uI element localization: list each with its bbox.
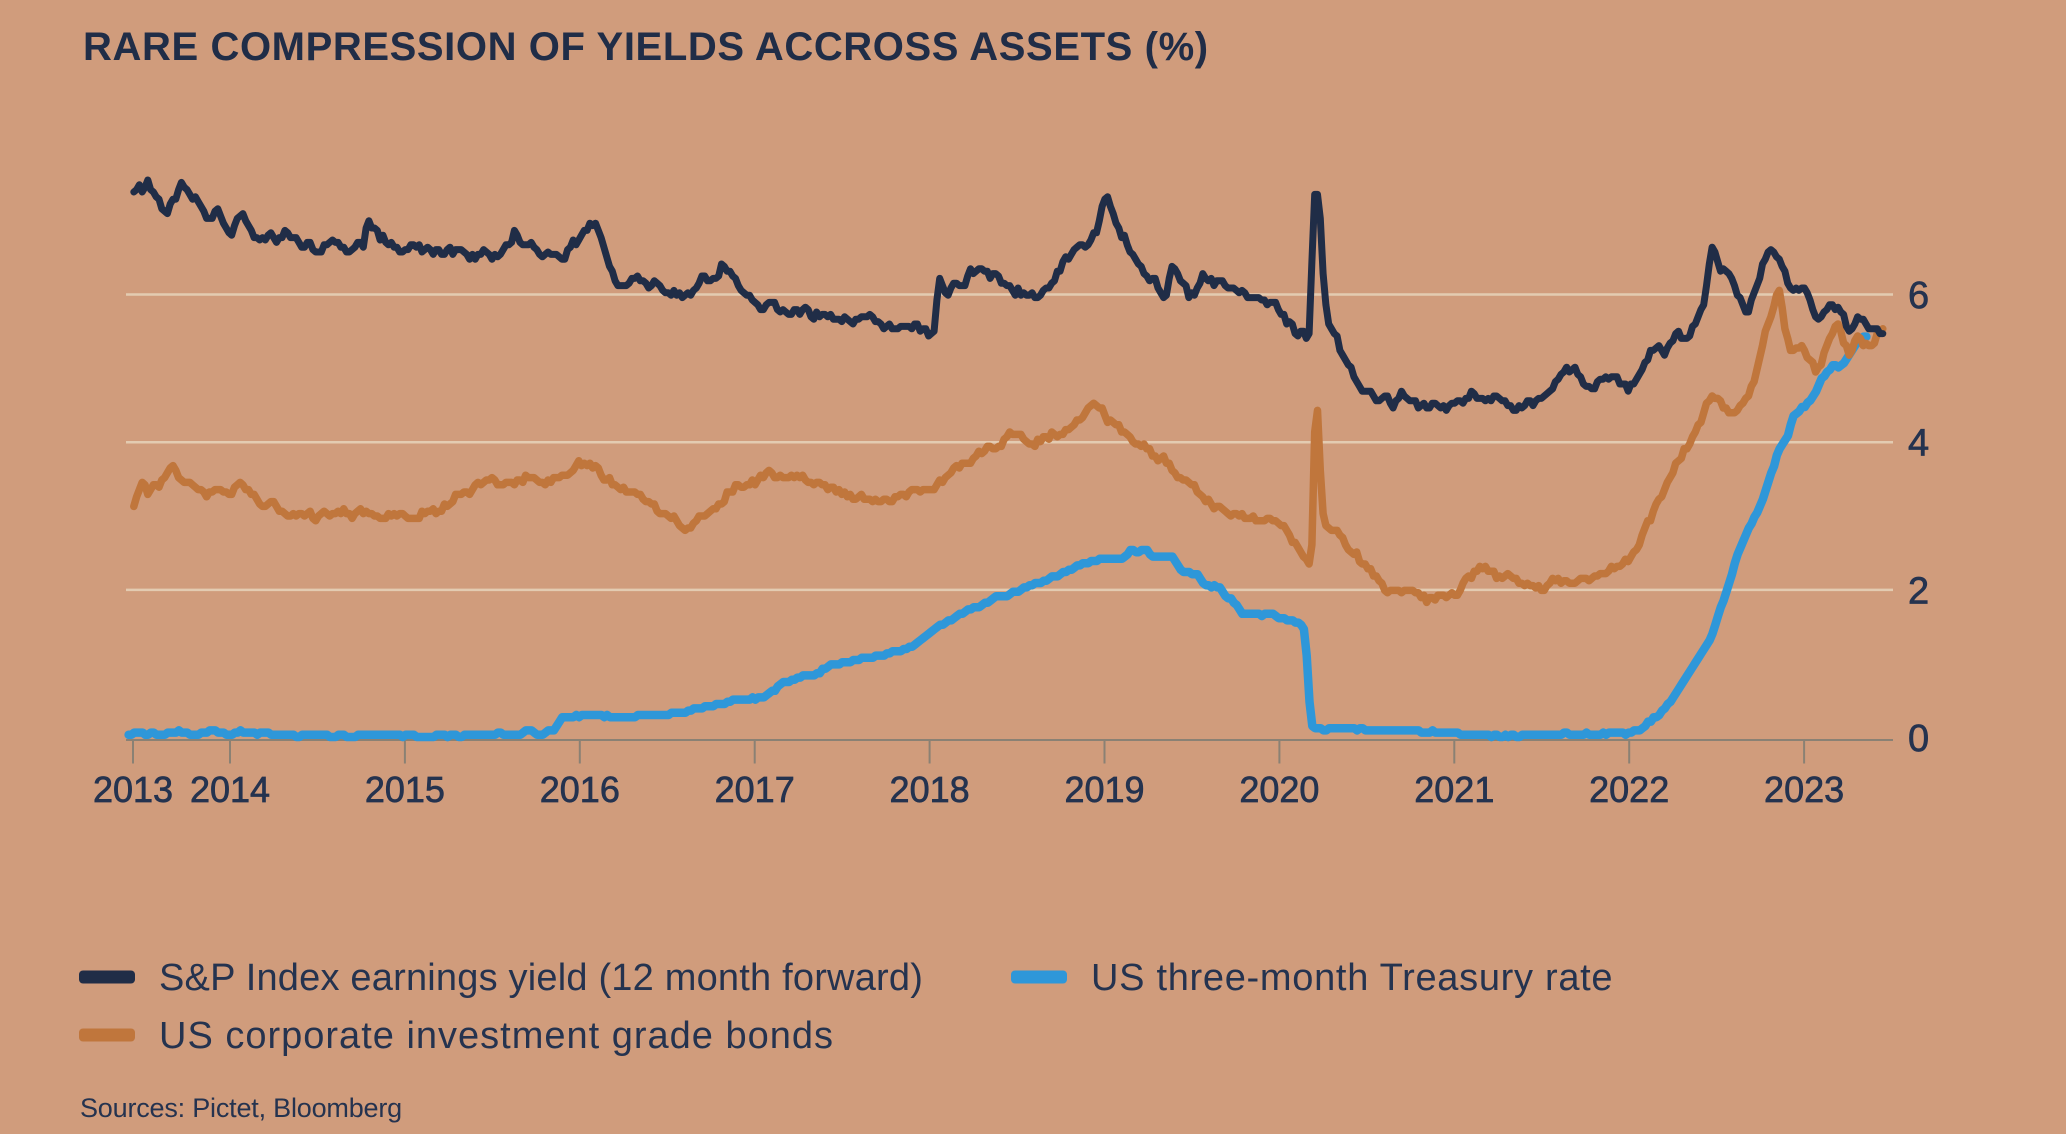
svg-text:2: 2	[1908, 570, 1929, 612]
svg-text:2017: 2017	[715, 769, 795, 810]
svg-text:2021: 2021	[1414, 769, 1494, 810]
svg-text:2013: 2013	[93, 769, 173, 810]
svg-text:2022: 2022	[1589, 769, 1669, 810]
svg-text:Sources: Pictet, Bloomberg: Sources: Pictet, Bloomberg	[80, 1093, 402, 1123]
svg-text:2016: 2016	[540, 769, 620, 810]
svg-text:4: 4	[1908, 423, 1929, 465]
svg-text:2014: 2014	[190, 769, 270, 810]
svg-text:2018: 2018	[890, 769, 970, 810]
svg-text:0: 0	[1908, 718, 1929, 760]
svg-text:RARE COMPRESSION OF YIELDS ACC: RARE COMPRESSION OF YIELDS ACCROSS ASSET…	[83, 25, 1209, 69]
svg-text:US three-month Treasury rate: US three-month Treasury rate	[1091, 957, 1613, 999]
svg-text:6: 6	[1908, 275, 1929, 317]
svg-text:2015: 2015	[365, 769, 445, 810]
svg-text:US corporate investment grade: US corporate investment grade bonds	[159, 1015, 834, 1057]
svg-text:2019: 2019	[1064, 769, 1144, 810]
svg-text:2020: 2020	[1239, 769, 1319, 810]
svg-text:2023: 2023	[1764, 769, 1844, 810]
svg-text:S&P Index earnings yield (12 m: S&P Index earnings yield (12 month forwa…	[159, 957, 923, 999]
